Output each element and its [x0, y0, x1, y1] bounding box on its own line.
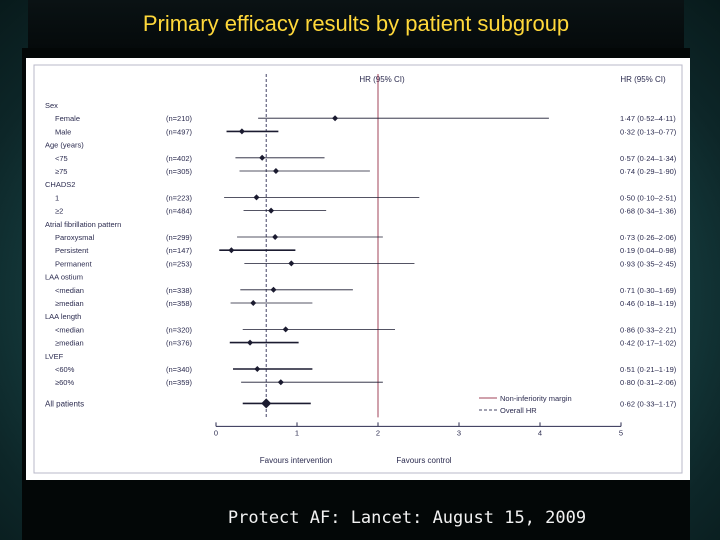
row-hr-ci: 0·71 (0·30–1·69): [620, 286, 677, 295]
hr-marker: [253, 194, 260, 201]
row-label: Atrial fibrillation pattern: [45, 220, 121, 229]
row-n: (n=340): [166, 365, 193, 374]
row-hr-ci: 0·74 (0·29–1·90): [620, 167, 677, 176]
x-tick-label: 5: [619, 428, 623, 437]
slide-footer: Protect AF: Lancet: August 15, 2009: [227, 508, 587, 528]
row-hr-ci: 0·73 (0·26–2·06): [620, 233, 677, 242]
forest-plot-svg: HR (95% CI) HR (95% CI) Sex Female (n=210)…: [33, 64, 683, 474]
row-hr-ci: 0·32 (0·13–0·77): [620, 127, 677, 136]
row-n: (n=210): [166, 114, 193, 123]
row-label: Sex: [45, 101, 58, 110]
hr-marker: [268, 207, 275, 214]
row-hr-ci: 1·47 (0·52–4·11): [620, 114, 676, 123]
x-tick-label: 1: [295, 428, 299, 437]
row-n: (n=338): [166, 286, 193, 295]
header-hr-ci: HR (95% CI): [359, 75, 405, 84]
row-n: (n=305): [166, 167, 193, 176]
row-n: (n=359): [166, 378, 193, 387]
row-n: (n=484): [166, 207, 193, 216]
row-n: (n=358): [166, 299, 193, 308]
row-label: Persistent: [55, 246, 89, 255]
hr-marker: [259, 154, 266, 161]
row-label: LAA ostium: [45, 273, 83, 282]
row-n: (n=497): [166, 127, 193, 136]
row-label: ≥median: [55, 339, 84, 348]
row-label: CHADS2: [45, 180, 75, 189]
row-label: <75: [55, 154, 68, 163]
hr-marker: [270, 286, 277, 293]
hr-marker: [282, 326, 289, 333]
row-n: (n=299): [166, 233, 193, 242]
x-tick-label: 4: [538, 428, 542, 437]
row-hr-ci: 0·19 (0·04–0·98): [620, 246, 677, 255]
row-hr-ci: 0·50 (0·10–2·51): [620, 193, 677, 202]
row-hr-ci: 0·46 (0·18–1·19): [620, 299, 677, 308]
slide-title: Primary efficacy results by patient subg…: [142, 11, 570, 36]
hr-marker: [228, 247, 235, 254]
x-axis: 0 1 2 3 4 5: [214, 422, 623, 437]
favours-intervention-label: Favours intervention: [260, 456, 332, 465]
row-hr-ci: 0·80 (0·31–2·06): [620, 378, 677, 387]
row-label: ≥60%: [55, 378, 74, 387]
title-bar: Primary efficacy results by patient subg…: [28, 0, 684, 49]
hr-marker: [272, 168, 279, 174]
row-label: Age (years): [45, 141, 84, 150]
favours-control-label: Favours control: [396, 456, 451, 465]
row-label: ≥median: [55, 299, 84, 308]
forest-plot: HR (95% CI) HR (95% CI) Sex Female (n=210)…: [26, 58, 690, 480]
hr-marker: [238, 128, 245, 135]
row-hr-ci: 0·51 (0·21–1·19): [620, 365, 677, 374]
row-n: (n=320): [166, 325, 193, 334]
row-hr-ci: 0·86 (0·33–2·21): [620, 325, 677, 334]
hr-marker: [247, 339, 254, 346]
row-n: (n=376): [166, 339, 193, 348]
row-hr-ci: 0·93 (0·35–2·45): [620, 259, 677, 268]
row-label: LAA length: [45, 312, 81, 321]
hr-marker: [272, 234, 279, 240]
row-label: ≥75: [55, 167, 67, 176]
hr-marker: [277, 379, 284, 386]
row-hr-ci: 0·57 (0·24–1·34): [620, 154, 677, 163]
row-hr-ci: 0·62 (0·33–1·17): [620, 399, 677, 408]
hr-marker: [250, 300, 257, 306]
plot-border: [33, 64, 683, 474]
row-n: (n=253): [166, 259, 193, 268]
row-label: <60%: [55, 365, 75, 374]
row-n: (n=402): [166, 154, 193, 163]
row-label: <median: [55, 286, 84, 295]
row-label: LVEF: [45, 352, 64, 361]
row-label: Female: [55, 114, 80, 123]
row-n: (n=223): [166, 193, 193, 202]
row-label: Male: [55, 127, 71, 136]
row-label: ≥2: [55, 207, 63, 216]
x-tick-label: 3: [457, 428, 461, 437]
legend: Non-inferiority margin Overall HR: [479, 394, 572, 415]
row-label: Permanent: [55, 259, 93, 268]
hr-marker: [261, 398, 272, 409]
x-tick-label: 0: [214, 428, 218, 437]
row-label: Paroxysmal: [55, 233, 95, 242]
header-hr-ci-right: HR (95% CI): [620, 75, 666, 84]
row-label: 1: [55, 193, 59, 202]
row-hr-ci: 0·68 (0·34–1·36): [620, 207, 677, 216]
legend-noninferiority-label: Non-inferiority margin: [500, 394, 572, 403]
forest-rows: Sex Female (n=210) 1·47 (0·52–4·11) Male (n=4…: [45, 74, 677, 418]
hr-marker: [332, 115, 339, 122]
hr-marker: [288, 260, 295, 267]
row-hr-ci: 0·42 (0·17–1·02): [620, 339, 677, 348]
legend-overall-hr-label: Overall HR: [500, 406, 537, 415]
row-n: (n=147): [166, 246, 193, 255]
hr-marker: [254, 366, 261, 372]
row-label: <median: [55, 325, 84, 334]
row-label: All patients: [45, 399, 84, 408]
x-tick-label: 2: [376, 428, 380, 437]
